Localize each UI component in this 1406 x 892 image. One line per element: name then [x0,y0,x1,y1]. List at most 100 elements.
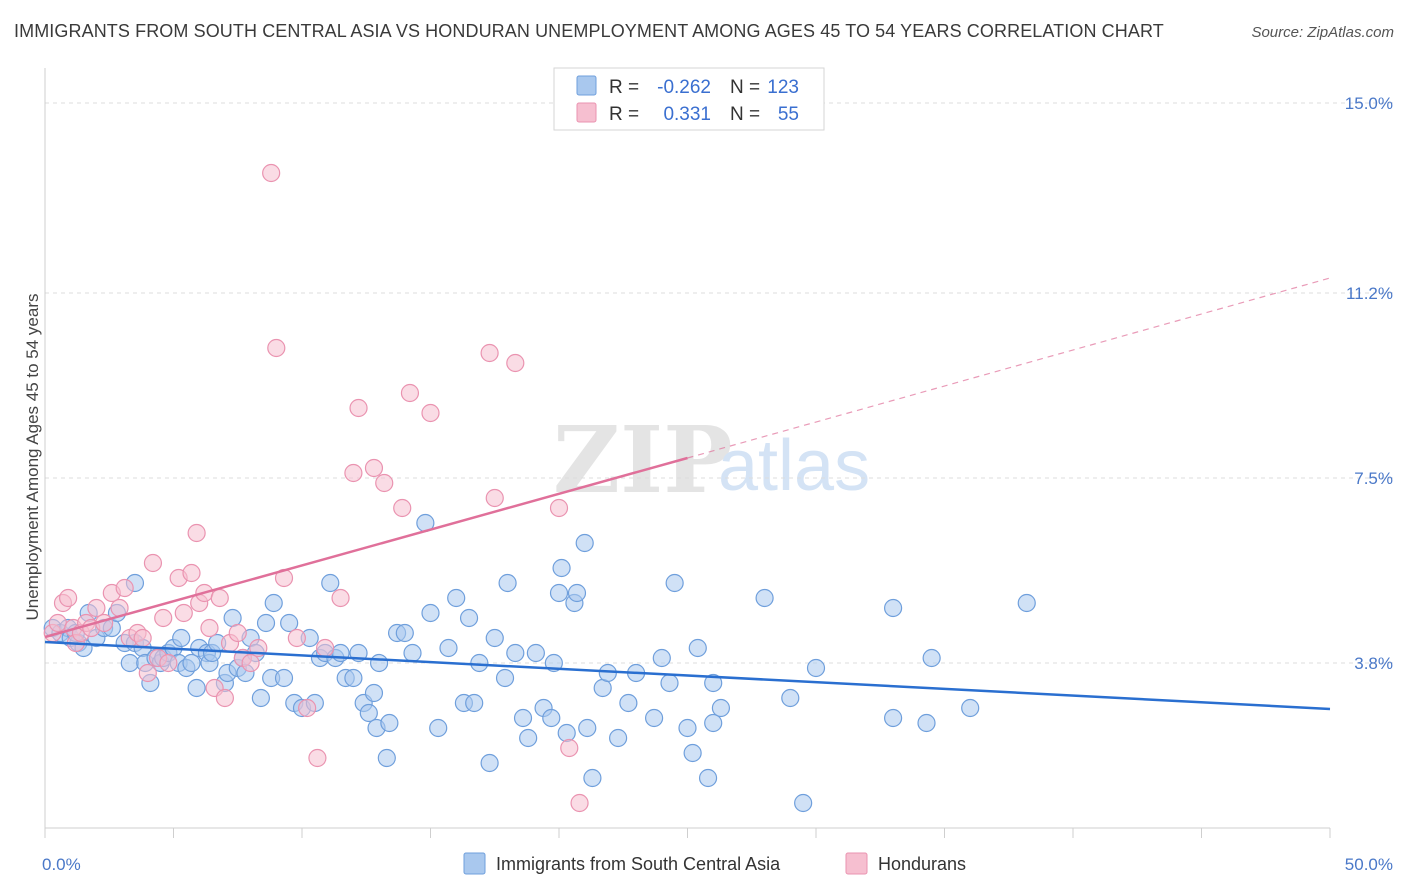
point-hondurans-17 [138,663,157,683]
point-south-central-asia-86 [526,643,545,663]
point-south-central-asia-92 [557,723,576,743]
legend-swatch-pink [576,102,597,123]
point-hondurans-37 [262,163,281,183]
point-south-central-asia-111 [704,673,723,693]
point-south-central-asia-13 [120,653,139,673]
point-hondurans-21 [159,653,178,673]
point-south-central-asia-84 [513,708,533,728]
point-hondurans-28 [200,618,219,638]
point-south-central-asia-115 [781,688,800,708]
legend-r-value-1: -0.262 [657,77,711,98]
point-south-central-asia-78 [470,653,489,673]
point-hondurans-48 [375,473,394,493]
legend-box [553,67,825,131]
point-south-central-asia-120 [917,713,936,733]
x-tick-label-1: 50.0% [1345,855,1393,874]
point-south-central-asia-74 [447,588,466,608]
bottom-legend-label-blue: Immigrants from South Central Asia [496,854,781,874]
point-hondurans-51 [421,403,440,423]
point-south-central-asia-100 [609,728,628,748]
point-south-central-asia-106 [665,573,684,593]
point-south-central-asia-114 [755,588,774,608]
watermark-zip: ZIP [553,406,732,514]
point-south-central-asia-62 [364,683,384,703]
point-south-central-asia-71 [421,603,440,623]
point-hondurans-31 [215,688,234,708]
point-south-central-asia-103 [644,708,664,728]
point-hondurans-24 [182,563,201,583]
point-south-central-asia-122 [961,698,980,718]
point-hondurans-57 [570,793,589,813]
point-south-central-asia-113 [711,698,731,718]
point-hondurans-53 [485,488,504,508]
point-hondurans-44 [331,588,350,608]
point-hondurans-3 [59,588,78,608]
watermark-atlas: atlas [718,426,870,506]
point-south-central-asia-82 [498,573,517,593]
point-south-central-asia-116 [794,793,813,813]
point-south-central-asia-110 [704,713,723,733]
point-south-central-asia-54 [321,573,340,593]
point-south-central-asia-76 [459,608,479,628]
point-hondurans-16 [133,628,152,648]
point-south-central-asia-118 [883,598,903,618]
point-hondurans-42 [308,748,327,768]
point-south-central-asia-43 [256,613,276,633]
point-south-central-asia-58 [344,668,363,688]
x-tick-labels: 0.0% 50.0% [42,855,1393,874]
point-hondurans-25 [187,523,206,543]
bottom-legend-swatch-pink [845,852,868,875]
point-south-central-asia-80 [485,628,504,648]
y-tick-label-1: 7.5% [1354,469,1393,488]
point-south-central-asia-99 [598,663,617,683]
point-south-central-asia-61 [359,703,378,723]
gridlines [45,102,1394,664]
point-south-central-asia-28 [187,678,206,698]
point-south-central-asia-104 [652,648,671,668]
point-south-central-asia-83 [506,643,525,663]
point-south-central-asia-96 [578,718,597,738]
trend-line-hondurans [44,456,688,639]
point-south-central-asia-123 [1017,593,1036,613]
point-south-central-asia-42 [251,688,270,708]
point-south-central-asia-81 [495,668,515,688]
correlation-legend: R = -0.262 N = 123 R = 0.331 N = 55 [553,67,825,131]
point-hondurans-46 [349,398,368,418]
legend-r-label-1: R = [609,77,639,98]
y-tick-label-2: 11.2% [1346,284,1393,303]
y-tick-label-3: 15.0% [1345,94,1393,113]
point-hondurans-52 [480,343,499,363]
point-hondurans-54 [506,353,525,373]
point-hondurans-1 [48,613,67,633]
legend-n-label-1: N = [730,77,760,98]
point-hondurans-38 [267,338,286,358]
point-south-central-asia-25 [172,628,191,648]
legend-swatch-blue [576,75,597,96]
bottom-legend-swatch-blue [463,852,486,875]
legend-n-value-2: 55 [778,104,799,125]
trend-line-south-central-asia [44,640,1331,711]
point-south-central-asia-101 [619,693,638,713]
point-south-central-asia-108 [683,743,702,763]
x-ticks [44,828,1331,838]
trend-lines [44,277,1331,711]
point-south-central-asia-91 [552,558,571,578]
point-hondurans-55 [549,498,569,518]
point-hondurans-41 [298,698,317,718]
y-tick-label-0: 3.8% [1354,654,1393,673]
point-south-central-asia-47 [280,613,299,633]
series-hondurans-points [43,163,589,813]
watermark: ZIP atlas [553,406,870,514]
series-legend: Immigrants from South Central Asia Hondu… [463,852,966,875]
point-south-central-asia-45 [264,593,283,613]
point-hondurans-43 [316,638,335,658]
point-south-central-asia-88 [542,708,561,728]
point-south-central-asia-85 [519,728,538,748]
point-south-central-asia-65 [377,748,396,768]
source-label: Source: ZipAtlas.com [1251,24,1394,41]
point-south-central-asia-117 [806,658,826,678]
point-hondurans-23 [174,603,193,623]
point-south-central-asia-94 [567,583,587,603]
point-hondurans-30 [210,588,229,608]
